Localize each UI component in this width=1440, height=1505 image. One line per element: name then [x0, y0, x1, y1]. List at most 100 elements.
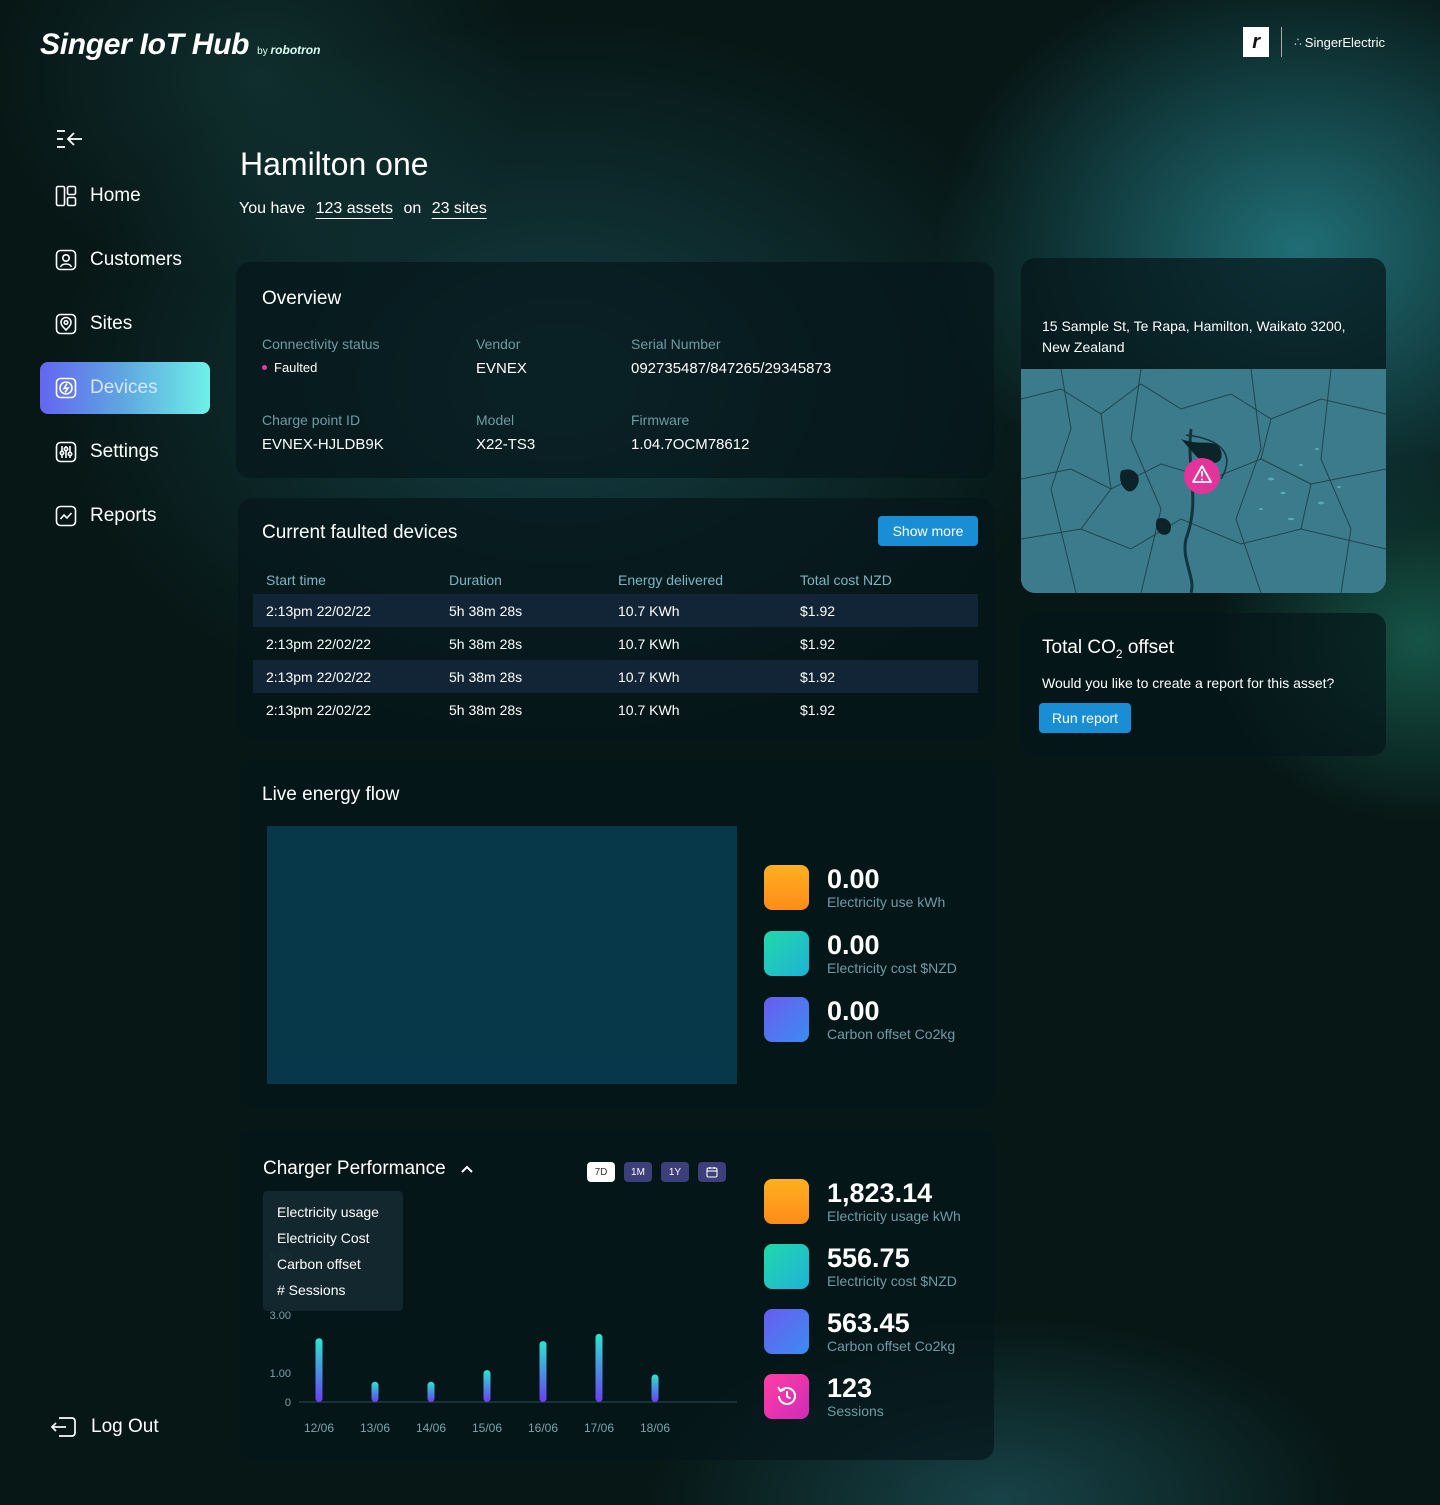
table-row[interactable]: 2:13pm 22/02/22 5h 38m 28s 10.7 KWh $1.92 [266, 701, 836, 718]
metric-electricity-usage: 1,823.14 Electricity usage kWh [764, 1178, 961, 1224]
serial-field: Serial Number 092735487/847265/29345873 [631, 336, 832, 377]
blue-swatch-icon [764, 1308, 809, 1354]
sidebar-item-label: Home [90, 185, 141, 206]
dropdown-option-sessions[interactable]: # Sessions [277, 1282, 346, 1298]
sidebar-item-label: Sites [90, 313, 133, 334]
live-energy-card: Live energy flow 0.00 Electricity use kWh… [240, 760, 994, 1108]
sidebar-item-label: Devices [90, 377, 158, 398]
brand-byline: by robotron [257, 43, 321, 57]
collapse-sidebar-icon[interactable] [55, 126, 85, 152]
site-map[interactable] [1021, 369, 1386, 593]
range-7d[interactable]: 7D [587, 1162, 615, 1182]
location-pin-icon [55, 313, 77, 335]
layout-icon [55, 185, 77, 207]
teal-swatch-icon [764, 1243, 809, 1289]
sidebar-item-sites[interactable]: Sites [40, 298, 210, 350]
sidebar-item-label: Settings [90, 441, 159, 462]
sites-link[interactable]: 23 sites [431, 200, 487, 217]
table-row[interactable]: 2:13pm 22/02/22 5h 38m 28s 10.7 KWh $1.92 [253, 594, 978, 627]
y-tick-label: 0 [285, 1397, 291, 1409]
orange-swatch-icon [764, 864, 809, 910]
singer-electric-logo: ∴ SingerElectric [1294, 34, 1385, 50]
chart-bar [539, 1341, 547, 1402]
x-tick-label: 18/06 [640, 1421, 670, 1435]
x-tick-label: 16/06 [528, 1421, 558, 1435]
sliders-icon [55, 441, 77, 463]
calendar-icon[interactable] [698, 1162, 726, 1182]
x-tick-label: 13/06 [360, 1421, 390, 1435]
range-1y[interactable]: 1Y [661, 1162, 689, 1182]
site-address: 15 Sample St, Te Rapa, Hamilton, Waikato… [1042, 318, 1346, 355]
sparkle-icon: ∴ [1294, 35, 1302, 49]
perf-title[interactable]: Charger Performance [263, 1158, 970, 1180]
bolt-icon [55, 377, 77, 399]
chevron-up-icon[interactable] [460, 1164, 474, 1174]
chart-bar [427, 1381, 435, 1402]
robotron-logo: r [1243, 27, 1270, 57]
sidebar-item-devices[interactable]: Devices [40, 362, 210, 414]
model-field: Model X22-TS3 [476, 412, 536, 453]
chart-bar [371, 1381, 379, 1402]
run-report-button[interactable]: Run report [1039, 703, 1131, 733]
faulted-title: Current faulted devices [262, 522, 458, 543]
logout-label: Log Out [91, 1416, 159, 1437]
show-more-button[interactable]: Show more [878, 516, 978, 546]
sidebar-item-home[interactable]: Home [40, 170, 210, 222]
chart-bar [315, 1338, 323, 1402]
blue-swatch-icon [764, 996, 809, 1042]
y-tick-label: 3.00 [270, 1310, 291, 1322]
table-row[interactable]: 2:13pm 22/02/22 5h 38m 28s 10.7 KWh $1.92 [266, 635, 836, 652]
user-icon [55, 249, 77, 271]
co2-card: Total CO2 offset Would you like to creat… [1021, 613, 1386, 756]
metric-sessions: 123 Sessions [764, 1373, 884, 1419]
x-tick-label: 17/06 [584, 1421, 614, 1435]
metric-carbon-offset: 0.00 Carbon offset Co2kg [764, 996, 955, 1042]
sidebar-item-customers[interactable]: Customers [40, 234, 210, 286]
sidebar-item-label: Customers [90, 249, 182, 270]
co2-title: Total CO2 offset [1042, 637, 1175, 661]
sidebar-item-label: Reports [90, 505, 157, 526]
overview-card: Overview Connectivity status Faulted Ven… [236, 262, 994, 478]
warning-icon [1184, 458, 1220, 494]
chart-bar [595, 1333, 603, 1402]
status-dot [262, 365, 267, 370]
table-row[interactable]: 2:13pm 22/02/22 5h 38m 28s 10.7 KWh $1.92 [253, 660, 978, 693]
overview-title: Overview [262, 288, 342, 309]
connectivity-field: Connectivity status Faulted [262, 336, 642, 375]
x-tick-label: 15/06 [472, 1421, 502, 1435]
range-1m[interactable]: 1M [624, 1162, 652, 1182]
metric-electricity-cost: 0.00 Electricity cost $NZD [764, 930, 957, 976]
table-header: Start time Duration Energy delivered Total … [266, 572, 892, 588]
teal-swatch-icon [764, 930, 809, 976]
logout-icon [50, 1417, 76, 1437]
sidebar-item-settings[interactable]: Settings [40, 426, 210, 478]
status-badge: Faulted [262, 360, 642, 375]
metric-carbon-offset-total: 563.45 Carbon offset Co2kg [764, 1308, 955, 1354]
x-tick-label: 14/06 [416, 1421, 446, 1435]
sidebar-item-reports[interactable]: Reports [40, 490, 210, 542]
sidebar-nav: Home Customers Sites Devices Settings Re… [40, 170, 210, 554]
charge-point-field: Charge point ID EVNEX-HJLDB9K [262, 412, 384, 453]
history-icon [764, 1373, 809, 1419]
dropdown-option-electricity-cost[interactable]: Electricity Cost [277, 1230, 370, 1246]
metric-electricity-cost-total: 556.75 Electricity cost $NZD [764, 1243, 957, 1289]
vendor-field: Vendor EVNEX [476, 336, 527, 377]
logo-divider [1281, 27, 1283, 57]
metric-electricity-use: 0.00 Electricity use kWh [764, 864, 945, 910]
page-title: Hamilton one [240, 146, 429, 182]
orange-swatch-icon [764, 1178, 809, 1224]
chart-line-icon [55, 505, 77, 527]
assets-link[interactable]: 123 assets [315, 200, 393, 217]
metric-dropdown: Electricity usage Electricity Cost Carbo… [263, 1191, 403, 1311]
brand: Singer IoT Hub by robotron [40, 28, 320, 62]
x-tick-label: 12/06 [304, 1421, 334, 1435]
dropdown-option-electricity-usage[interactable]: Electricity usage [277, 1204, 379, 1220]
y-tick-label: 1.00 [270, 1368, 291, 1380]
dropdown-option-carbon-offset[interactable]: Carbon offset [277, 1256, 361, 1272]
live-energy-visual [267, 826, 737, 1084]
charger-performance-card: Charger Performance 7D 1M 1Y Electricity… [239, 1130, 994, 1460]
co2-text: Would you like to create a report for th… [1042, 674, 1335, 691]
faulted-devices-card: Current faulted devices Show more Start … [238, 498, 994, 738]
range-selector: 7D 1M 1Y [587, 1162, 726, 1182]
logout-button[interactable]: Log Out [50, 1414, 159, 1440]
